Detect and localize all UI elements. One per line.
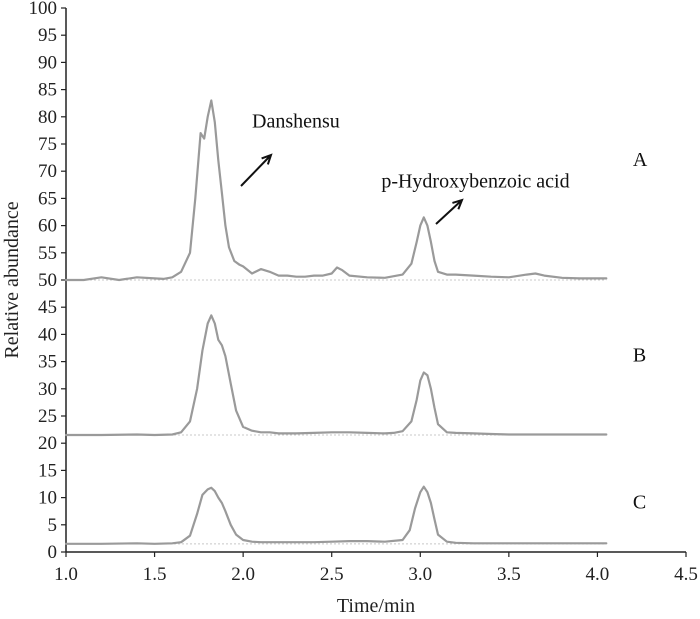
series-line-a <box>64 99 608 282</box>
x-tick-label: 3.0 <box>408 564 432 585</box>
x-axis-title: Time/min <box>337 595 415 617</box>
y-tick-label: 60 <box>38 216 57 237</box>
panel-label-a: A <box>633 149 648 171</box>
x-tick-label: 1.0 <box>54 564 78 585</box>
annotation-danshensu: Danshensu <box>252 111 340 133</box>
x-tick-label: 3.5 <box>497 564 521 585</box>
y-tick-label: 10 <box>38 488 57 509</box>
y-axis-title: Relative abundance <box>1 201 23 358</box>
y-tick-label: 20 <box>38 433 57 454</box>
y-tick-label: 90 <box>38 52 57 73</box>
y-tick-label: 55 <box>38 243 57 264</box>
x-tick-label: 1.5 <box>143 564 167 585</box>
x-tick-label: 2.0 <box>231 564 255 585</box>
y-tick-label: 40 <box>38 324 57 345</box>
annotation-layer: Danshensu p-Hydroxybenzoic acid A B C <box>240 111 648 513</box>
y-tick-label: 80 <box>38 107 57 128</box>
y-tick-label: 75 <box>38 134 57 155</box>
y-tick-label: 35 <box>38 352 57 373</box>
annotation-p-hydroxybenzoic-acid: p-Hydroxybenzoic acid <box>381 171 569 193</box>
series-layer <box>64 99 608 545</box>
x-tick-label: 2.5 <box>320 564 344 585</box>
y-tick-label: 30 <box>38 379 57 400</box>
y-tick-label: 95 <box>38 25 57 46</box>
y-tick-label: 65 <box>38 188 57 209</box>
y-tick-label: 25 <box>38 406 57 427</box>
y-tick-label: 50 <box>38 270 57 291</box>
x-tick-label: 4.0 <box>586 564 610 585</box>
panel-label-c: C <box>633 491 646 513</box>
annotation-danshensu-arrow <box>240 153 273 187</box>
y-tick-label: 45 <box>38 297 57 318</box>
y-tick-label: 85 <box>38 80 57 101</box>
series-line-b <box>64 314 608 437</box>
axes: 0 5 10 15 20 25 30 35 40 45 50 55 60 65 70 75 80 85 90 95 10… <box>29 0 698 585</box>
annotation-p-hydroxybenzoic-acid-arrow <box>435 198 464 225</box>
panel-label-b: B <box>633 345 646 367</box>
y-tick-label: 0 <box>48 542 58 563</box>
x-tick-label: 4.5 <box>674 564 698 585</box>
y-tick-label: 70 <box>38 161 57 182</box>
series-line-c <box>64 485 608 545</box>
y-tick-label: 15 <box>38 460 57 481</box>
y-tick-label: 5 <box>48 515 58 536</box>
y-tick-label: 100 <box>29 0 58 19</box>
